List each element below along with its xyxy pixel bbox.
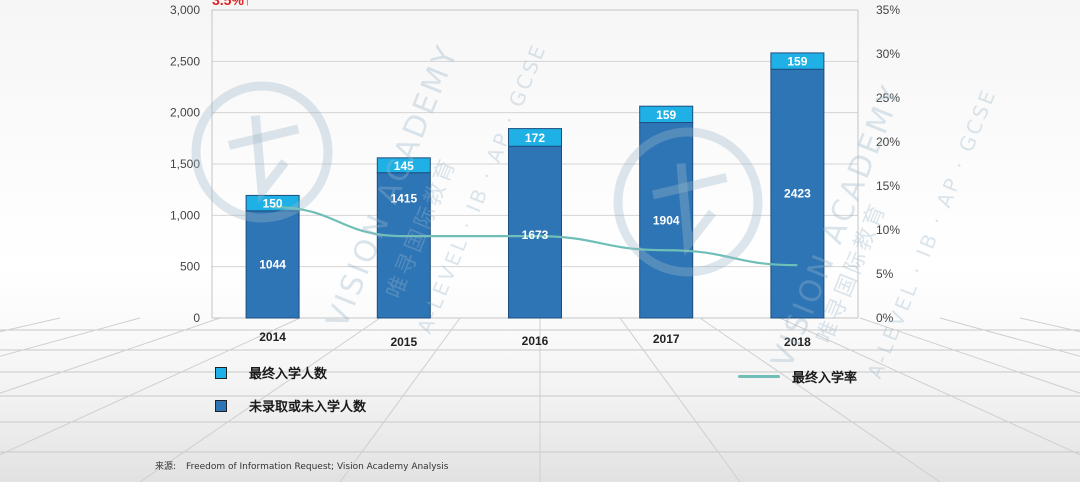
watermark-logo-mark	[250, 115, 289, 204]
bar-not-enrolled	[770, 68, 825, 319]
data-label-not-enrolled: 1415	[390, 192, 417, 206]
source-note: 来源: Freedom of Information Request; Visio…	[155, 459, 458, 472]
y-tick-label: 0	[193, 311, 200, 325]
bar-not-enrolled	[376, 172, 431, 319]
x-tick-label: 2017	[653, 332, 680, 346]
legend-final-enrolled: 最终入学人数	[215, 363, 327, 382]
bar-final-enrolled	[376, 157, 431, 174]
legend-line-enrollment-rate	[738, 375, 780, 378]
data-label-final-enrolled: 150	[263, 197, 283, 211]
floor-col-line	[0, 317, 141, 357]
x-tick-label: 2015	[390, 335, 417, 349]
watermark-logo-ring	[191, 81, 333, 223]
bar-not-enrolled	[508, 145, 562, 319]
data-label-not-enrolled: 1673	[522, 228, 549, 242]
y2-tick-label: 30%	[876, 47, 900, 61]
watermark-logo-mark	[227, 124, 300, 150]
y2-tick-label: 35%	[876, 3, 900, 17]
data-label-final-enrolled: 172	[525, 131, 545, 145]
legend-label-not-enrolled: 未录取或未入学人数	[249, 400, 367, 415]
y2-tick-label: 10%	[876, 223, 900, 237]
floor-col-line	[699, 317, 941, 482]
watermark-logo-mark	[676, 163, 717, 256]
floor-col-line	[859, 317, 1080, 394]
y-tick-label: 2,500	[170, 54, 200, 68]
legend-swatch-final-enrolled	[215, 366, 227, 379]
bar-final-enrolled	[639, 105, 694, 124]
watermark-logo-mark	[651, 173, 728, 200]
data-label-not-enrolled: 2423	[784, 187, 811, 201]
x-tick-label: 2014	[259, 330, 286, 344]
legend-swatch-not-enrolled	[215, 399, 227, 412]
y2-tick-label: 0%	[876, 311, 894, 325]
bar-final-enrolled	[770, 52, 825, 70]
data-label-not-enrolled: 1904	[653, 213, 680, 227]
y2-tick-label: 25%	[876, 91, 900, 105]
y-tick-label: 500	[180, 260, 200, 274]
floor-col-line	[939, 317, 1080, 357]
source-label: 来源:	[155, 462, 177, 472]
floor-col-line	[619, 317, 741, 482]
data-label-final-enrolled: 159	[787, 55, 807, 69]
data-label-not-enrolled: 1044	[259, 257, 286, 271]
y-tick-label: 1,500	[170, 157, 200, 171]
data-label-final-enrolled: 145	[394, 159, 414, 173]
floor-col-line	[779, 317, 1080, 456]
bar-not-enrolled	[639, 122, 694, 319]
top-fragment: 3.5%↑	[212, 0, 251, 8]
y2-tick-label: 15%	[876, 179, 900, 193]
source-text: Freedom of Information Request; Vision A…	[186, 462, 449, 472]
x-tick-label: 2016	[522, 334, 549, 348]
x-tick-label: 2018	[784, 335, 811, 349]
floor-col-line	[0, 317, 221, 394]
bar-final-enrolled	[508, 128, 562, 147]
legend-not-enrolled: 未录取或未入学人数	[215, 396, 366, 415]
y2-tick-label: 20%	[876, 135, 900, 149]
bar-not-enrolled	[245, 210, 300, 319]
y-tick-label: 2,000	[170, 106, 200, 120]
y-tick-label: 1,000	[170, 208, 200, 222]
legend-label-final-enrolled: 最终入学人数	[249, 367, 328, 382]
floor-col-line	[139, 317, 381, 482]
legend-label-enrollment-rate: 最终入学率	[792, 371, 858, 386]
data-label-final-enrolled: 159	[656, 108, 676, 122]
legend-enrollment-rate: 最终入学率	[738, 367, 857, 386]
watermark-logo-ring	[613, 127, 763, 277]
y-tick-label: 3,000	[170, 3, 200, 17]
floor-col-line	[339, 317, 461, 482]
y2-tick-label: 5%	[876, 267, 894, 281]
floor-col-line	[0, 317, 301, 456]
